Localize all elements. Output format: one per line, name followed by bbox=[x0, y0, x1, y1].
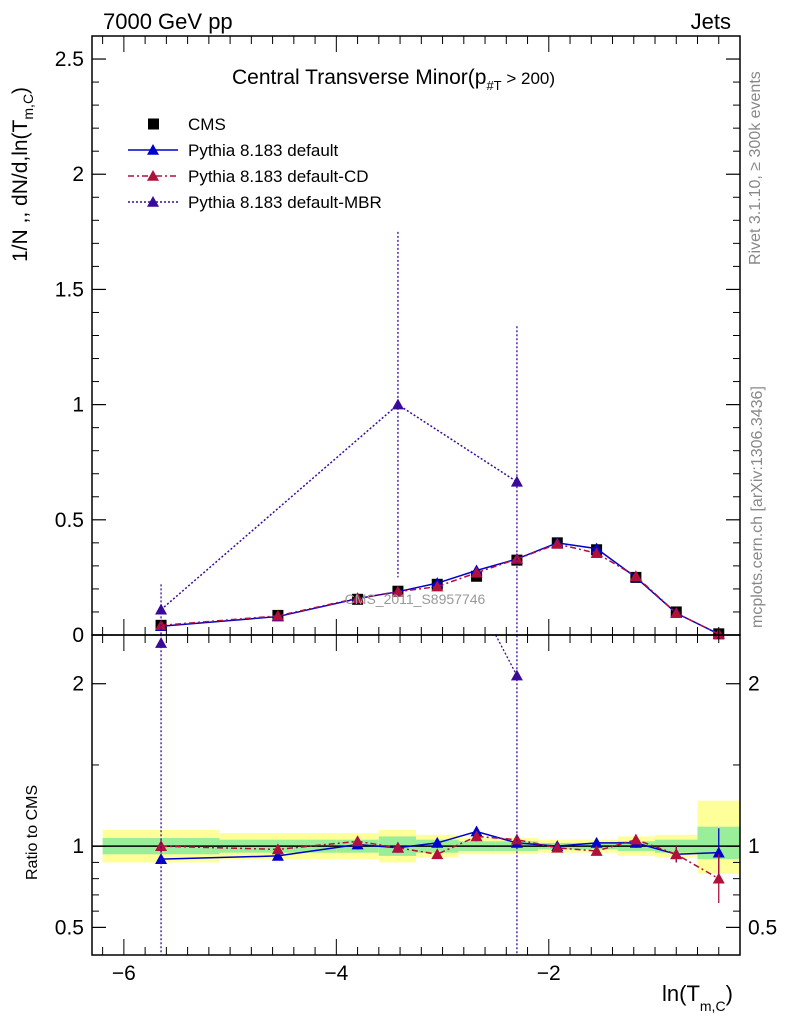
ratio-uncertainty-bands bbox=[92, 800, 740, 874]
x-tick-label: −2 bbox=[537, 962, 561, 985]
ratio-series-line-1 bbox=[161, 835, 720, 880]
chart-title: Central Transverse Minor(p#T > 200) bbox=[232, 66, 555, 93]
main-series-marker-2 bbox=[470, 566, 483, 578]
ratio-frame bbox=[91, 634, 741, 956]
ratio-series-marker-2 bbox=[510, 669, 523, 681]
legend-label-1: Pythia 8.183 default bbox=[188, 141, 339, 160]
main-y-tick-label: 0 bbox=[72, 624, 84, 647]
header-jets-label: Jets bbox=[691, 9, 731, 34]
ratio-y-tick-label: 2 bbox=[72, 673, 84, 696]
main-y-axis-label: 1/N ,, dN/d,ln(Tm,C) bbox=[9, 87, 36, 262]
legend: CMS Pythia 8.183 default Pythia 8.183 defa… bbox=[128, 115, 382, 212]
rivet-side-label: Rivet 3.1.10, ≥ 300k events bbox=[747, 71, 764, 265]
main-series-marker-2 bbox=[670, 607, 683, 618]
ratio-series-marker-1 bbox=[470, 830, 483, 842]
main-series-marker-2 bbox=[351, 592, 364, 603]
ratio-y-tick-label-right: 0.5 bbox=[748, 916, 777, 939]
main-y-tick-label: 2.5 bbox=[55, 48, 84, 71]
legend-label-2: Pythia 8.183 default-CD bbox=[188, 167, 369, 186]
ratio-series-marker-1 bbox=[590, 845, 603, 856]
ratio-series-marker-1 bbox=[551, 841, 564, 853]
ratio-clipped-group bbox=[155, 635, 725, 955]
ratio-series-marker-2 bbox=[155, 637, 168, 648]
axes: 0 0.5 1 1.5 2 2.5 0.5 0.5 1 1 2 2 −6 −4 −2 bbox=[55, 36, 777, 985]
ratio-y-tick-label-right: 1 bbox=[748, 835, 760, 858]
main-series-marker-2 bbox=[551, 537, 564, 549]
x-tick-label: −6 bbox=[112, 962, 136, 985]
ratio-y-tick-label: 0.5 bbox=[55, 916, 84, 939]
legend-marker-3 bbox=[147, 196, 159, 207]
analysis-watermark: CMS_2011_S8957746 bbox=[345, 591, 486, 607]
main-series-marker-3 bbox=[155, 603, 168, 615]
main-y-tick-label: 1 bbox=[72, 394, 84, 417]
legend-label-3: Pythia 8.183 default-MBR bbox=[188, 193, 382, 212]
ratio-series-marker-1 bbox=[271, 843, 284, 855]
ratio-series-marker-1 bbox=[431, 848, 444, 860]
ratio-series-marker-1 bbox=[510, 833, 523, 845]
x-axis-label: ln(Tm,C) bbox=[662, 981, 733, 1014]
main-series-marker-2 bbox=[391, 585, 404, 597]
ratio-series-marker-0 bbox=[431, 836, 444, 848]
ratio-series-marker-0 bbox=[712, 846, 725, 858]
ratio-plot-panel bbox=[155, 635, 725, 955]
main-y-tick-label: 2 bbox=[72, 163, 84, 186]
legend-label-0: CMS bbox=[188, 115, 226, 134]
ratio-series-line-0 bbox=[161, 830, 719, 860]
main-plot-panel bbox=[155, 231, 725, 640]
main-series-marker-3 bbox=[510, 475, 523, 487]
ratio-series-marker-1 bbox=[670, 848, 683, 860]
legend-marker-cms bbox=[148, 118, 159, 130]
ratio-series-marker-0 bbox=[271, 849, 284, 861]
main-series-marker-2 bbox=[629, 570, 642, 582]
mcplots-side-label: mcplots.cern.ch [arXiv:1306.3436] bbox=[749, 386, 766, 628]
header-energy-label: 7000 GeV pp bbox=[103, 9, 233, 34]
ratio-series-marker-1 bbox=[391, 841, 404, 853]
main-y-tick-label: 1.5 bbox=[55, 278, 84, 301]
main-series-marker-3 bbox=[391, 398, 404, 410]
legend-marker-1 bbox=[147, 144, 159, 155]
ratio-y-tick-label-right: 2 bbox=[748, 673, 760, 696]
main-series-line-2 bbox=[160, 543, 720, 635]
ratio-y-axis-label: Ratio to CMS bbox=[24, 785, 41, 880]
ratio-y-tick-label: 1 bbox=[72, 835, 84, 858]
ratio-series-marker-1 bbox=[155, 840, 168, 851]
ratio-series-marker-1 bbox=[351, 835, 364, 847]
ratio-series-marker-1 bbox=[629, 833, 642, 845]
legend-marker-2 bbox=[147, 170, 159, 181]
main-series-marker-2 bbox=[590, 547, 603, 559]
main-series-line-3 bbox=[160, 403, 518, 611]
x-tick-label: −4 bbox=[324, 962, 348, 985]
main-series-marker-2 bbox=[431, 580, 444, 592]
ratio-series-marker-1 bbox=[712, 872, 725, 884]
main-y-tick-label: 0.5 bbox=[55, 509, 84, 532]
main-series-marker-2 bbox=[271, 609, 284, 621]
ratio-series-marker-0 bbox=[590, 836, 603, 848]
